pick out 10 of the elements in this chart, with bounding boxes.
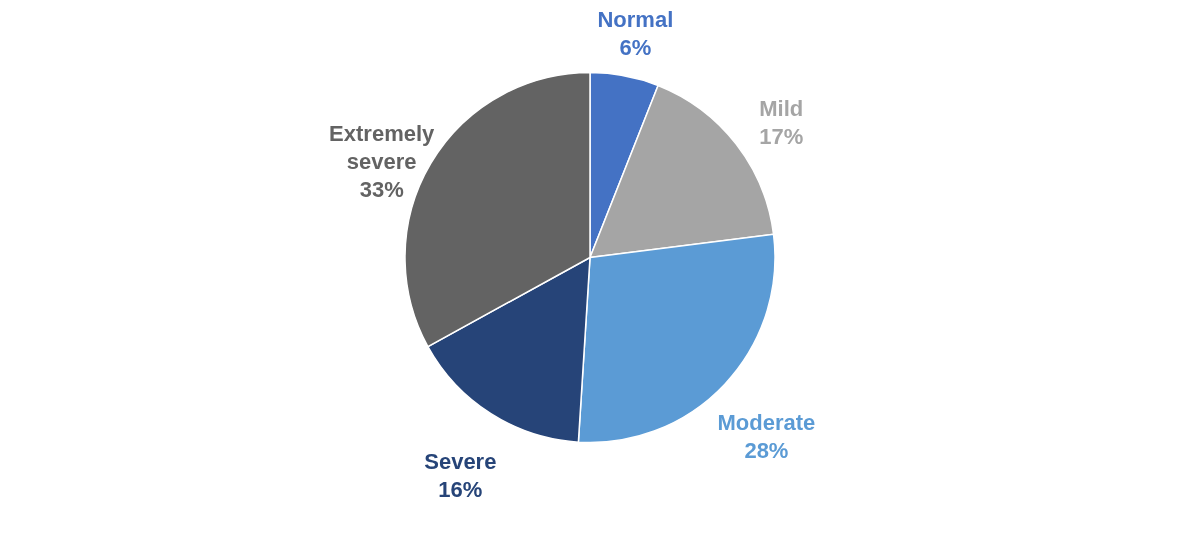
data-label: 28% <box>744 438 789 464</box>
slice-label: Normal <box>597 6 674 32</box>
slice-label: Extremely severe <box>329 121 436 175</box>
data-label: 17% <box>759 124 804 150</box>
data-label: 16% <box>438 476 483 502</box>
slice-label: Mild <box>759 96 804 122</box>
data-label: 33% <box>359 177 404 203</box>
slice-label: Severe <box>424 448 497 474</box>
data-label: 6% <box>619 34 652 60</box>
slice-label: Moderate <box>717 410 816 436</box>
